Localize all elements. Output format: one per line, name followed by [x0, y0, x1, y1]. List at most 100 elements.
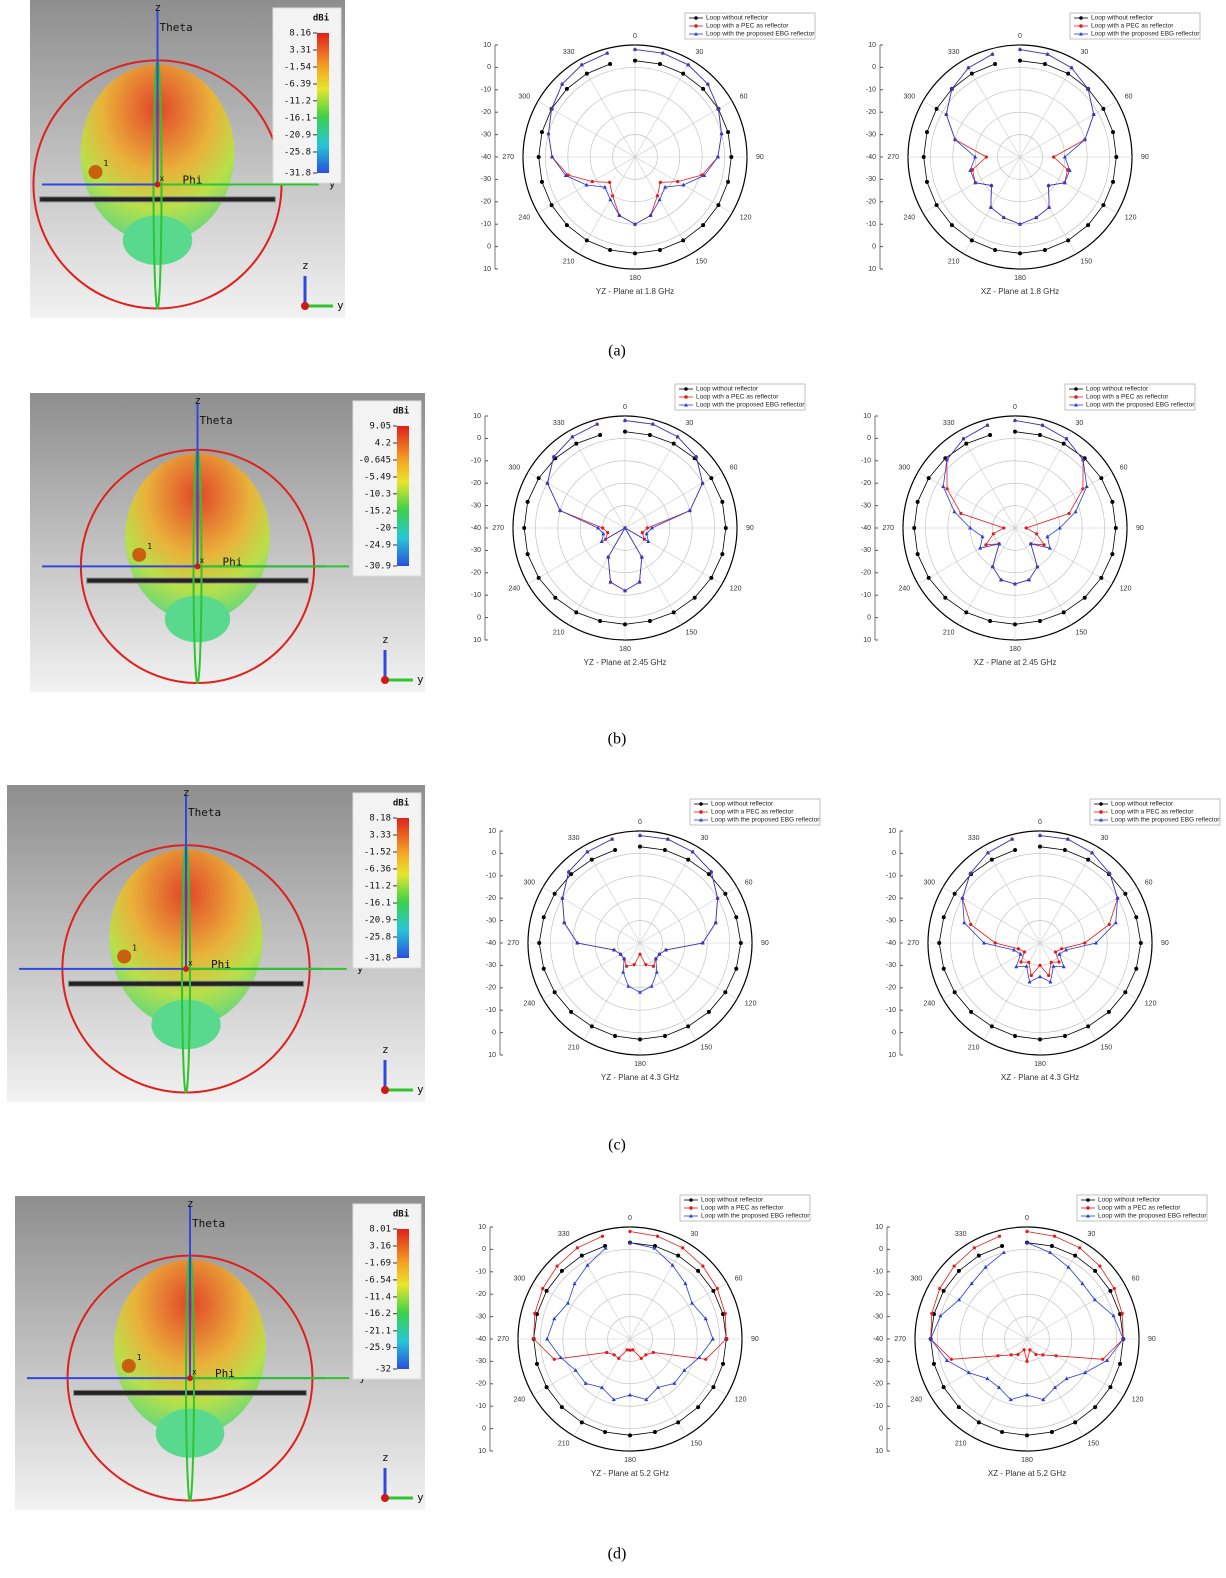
radial-tick-label: 10	[888, 1052, 896, 1059]
data-point	[964, 442, 968, 446]
data-point	[1111, 180, 1115, 184]
data-point	[693, 596, 697, 600]
data-point	[1081, 487, 1084, 490]
angle-tick-label: 30	[1101, 835, 1109, 842]
angle-tick-label: 240	[514, 1396, 526, 1403]
data-point	[938, 1287, 941, 1290]
data-point	[950, 1358, 953, 1361]
data-point	[1027, 961, 1030, 964]
data-point	[1038, 433, 1042, 437]
radial-tick-label: 10	[868, 266, 876, 273]
angle-tick-label: 0	[638, 819, 642, 826]
angle-tick-label: 60	[1132, 1275, 1140, 1282]
data-point	[613, 1034, 617, 1038]
angle-tick-label: 300	[904, 93, 916, 100]
data-point	[1118, 1362, 1122, 1366]
colorbar-tick-label: -11.2	[364, 881, 391, 891]
data-point	[663, 1034, 667, 1038]
angle-tick-label: 60	[735, 1275, 743, 1282]
data-point	[585, 238, 589, 242]
angle-tick-label: 270	[907, 940, 919, 947]
angle-tick-label: 210	[558, 1441, 570, 1448]
data-point	[605, 1351, 608, 1354]
data-point	[1000, 1430, 1004, 1434]
data-point	[628, 1230, 631, 1233]
data-point	[598, 619, 602, 623]
legend-marker	[684, 387, 688, 391]
data-point	[1123, 892, 1127, 896]
legend-marker	[1086, 1206, 1090, 1210]
angle-tick-label: 60	[740, 93, 748, 100]
data-point	[522, 526, 526, 530]
angle-tick-label: 90	[1136, 525, 1144, 532]
angle-tick-label: 30	[1076, 420, 1084, 427]
radial-tick-label: -30	[866, 176, 876, 183]
legend-label: Loop with a PEC as reflector	[701, 1205, 784, 1212]
data-point	[1041, 1353, 1044, 1356]
angle-tick-label: 180	[1009, 646, 1021, 653]
data-point	[658, 62, 662, 66]
colorbar-tick-label: -16.1	[284, 113, 311, 123]
render-label: z	[155, 1, 162, 14]
caption: (d)	[608, 1546, 627, 1563]
legend-marker	[1079, 24, 1083, 28]
data-point	[1050, 1244, 1054, 1248]
angle-tick-label: 120	[1120, 585, 1132, 592]
data-point	[925, 130, 929, 134]
colorbar-tick-label: -25.8	[284, 147, 311, 157]
legend-label: Loop with a PEC as reflector	[706, 23, 789, 30]
data-point	[526, 552, 530, 556]
data-point	[943, 596, 947, 600]
data-point	[1123, 990, 1127, 994]
render-label: Phi	[211, 958, 231, 971]
legend-label: Loop with the proposed EBG reflector	[1111, 817, 1220, 824]
angle-tick-label: 210	[948, 259, 960, 266]
data-point	[942, 1289, 946, 1293]
radial-tick-label: -20	[866, 109, 876, 116]
radial-tick-label: -40	[886, 940, 896, 947]
data-point	[611, 194, 614, 197]
legend-marker	[1086, 1198, 1090, 1202]
data-point	[574, 610, 578, 614]
data-point	[541, 1287, 544, 1290]
angle-tick-label: 180	[619, 646, 631, 653]
angle-tick-label: 120	[1125, 214, 1137, 221]
angle-tick-label: 30	[701, 835, 709, 842]
radial-tick-label: 10	[473, 637, 481, 644]
data-point	[977, 1420, 981, 1424]
data-point	[1038, 845, 1042, 849]
angle-tick-label: 30	[1081, 49, 1089, 56]
legend-label: Loop with the proposed EBG reflector	[701, 1213, 810, 1220]
angle-tick-label: 240	[924, 1000, 936, 1007]
angle-tick-label: 270	[492, 525, 504, 532]
render-label: Theta	[188, 806, 221, 819]
colorbar-tick-label: 3.33	[369, 830, 391, 840]
colorbar-tick-label: -20	[375, 523, 391, 533]
radial-tick-label: 10	[488, 828, 496, 835]
legend-label: Loop without reflector	[1111, 801, 1174, 808]
data-point	[532, 1337, 535, 1340]
data-point	[1107, 1010, 1111, 1014]
radial-tick-label: -10	[873, 1403, 883, 1410]
chart-title: XZ - Plane at 5.2 GHz	[988, 1469, 1066, 1478]
data-point	[537, 941, 541, 945]
data-point	[648, 433, 652, 437]
radial-tick-label: 0	[477, 435, 481, 442]
radial-tick-label: -40	[873, 1336, 883, 1343]
legend-marker	[684, 395, 688, 399]
angle-tick-label: 150	[691, 1441, 703, 1448]
data-point	[608, 248, 612, 252]
legend-label: Loop without reflector	[1098, 1197, 1161, 1204]
render-label: 1	[137, 1353, 142, 1362]
data-point	[1010, 1353, 1013, 1356]
data-point	[633, 251, 637, 255]
data-point	[1053, 1235, 1056, 1238]
data-point	[1013, 622, 1017, 626]
data-point	[1101, 1358, 1104, 1361]
legend-label: Loop with the proposed EBG reflector	[1086, 402, 1195, 409]
angle-tick-label: 90	[1141, 154, 1149, 161]
legend-marker	[699, 810, 703, 814]
colorbar-tick-label: -6.36	[364, 864, 391, 874]
data-point	[617, 1357, 620, 1360]
radial-tick-label: -30	[886, 962, 896, 969]
